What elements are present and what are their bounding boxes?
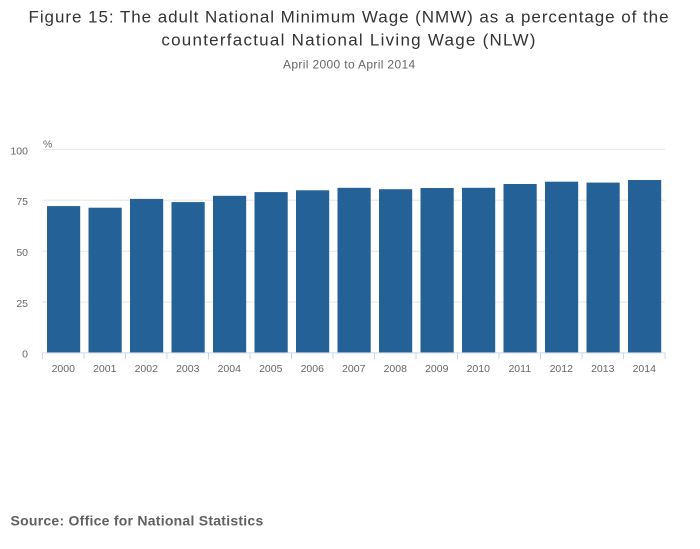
svg-text:2014: 2014	[633, 363, 657, 375]
svg-text:%: %	[43, 138, 52, 150]
svg-text:2002: 2002	[135, 363, 159, 375]
svg-text:2006: 2006	[301, 363, 325, 375]
svg-text:2008: 2008	[384, 363, 408, 375]
svg-text:2011: 2011	[508, 363, 531, 375]
svg-text:2005: 2005	[259, 363, 283, 375]
svg-text:2007: 2007	[342, 363, 366, 375]
svg-text:Source: Office for National St: Source: Office for National Statistics	[11, 513, 264, 529]
svg-text:2012: 2012	[550, 363, 574, 375]
svg-text:100: 100	[10, 145, 28, 157]
svg-text:April 2000 to April 2014: April 2000 to April 2014	[283, 58, 415, 72]
svg-text:2003: 2003	[176, 363, 200, 375]
svg-text:75: 75	[16, 196, 28, 208]
svg-text:counterfactual National Living: counterfactual National Living Wage (NLW…	[161, 30, 536, 49]
svg-text:Figure 15: The adult National: Figure 15: The adult National Minimum Wa…	[29, 7, 670, 26]
svg-text:2004: 2004	[218, 363, 242, 375]
svg-text:25: 25	[16, 298, 28, 310]
svg-text:2013: 2013	[591, 363, 615, 375]
svg-text:2009: 2009	[425, 363, 449, 375]
svg-text:50: 50	[16, 247, 28, 259]
svg-text:2010: 2010	[467, 363, 491, 375]
svg-text:2000: 2000	[52, 363, 76, 375]
svg-text:2001: 2001	[93, 363, 117, 375]
svg-text:0: 0	[22, 348, 28, 360]
